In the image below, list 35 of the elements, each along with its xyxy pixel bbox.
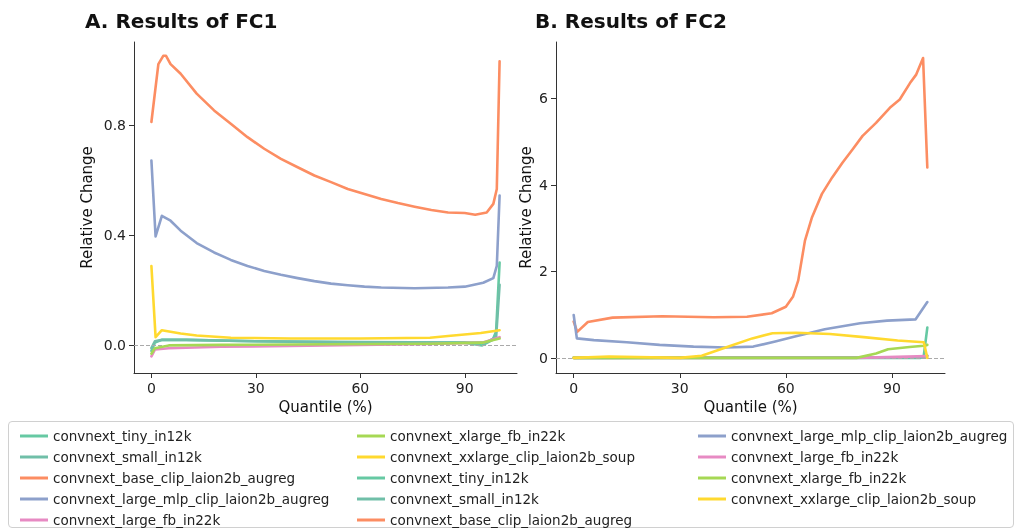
x-tick-label: 60 [351,380,370,396]
x-tick-label: 90 [455,380,474,396]
legend-label: convnext_xlarge_fb_in22k [390,428,566,444]
y-axis-title: Relative Change [517,146,535,269]
x-tick-label: 90 [883,380,901,396]
chart-title: A. Results of FC1 [85,9,278,33]
legend-label: convnext_small_in12k [53,449,203,465]
x-tick-label: 30 [246,380,265,396]
legend-label: convnext_base_clip_laion2b_augreg [53,470,296,486]
legend-label: convnext_tiny_in12k [390,470,529,486]
x-axis-title: Quantile (%) [703,398,798,417]
x-axis-title: Quantile (%) [278,398,373,417]
legend-label: convnext_base_clip_laion2b_augreg [390,512,633,528]
legend-label: convnext_xxlarge_clip_laion2b_soup [731,491,976,507]
x-tick-label: 30 [670,380,689,396]
y-tick-label: 6 [539,90,549,107]
x-tick-label: 60 [776,380,795,396]
chart-title: B. Results of FC2 [535,9,727,33]
y-tick-label: 0.8 [103,116,126,133]
y-tick-label: 2 [539,263,548,280]
legend-label: convnext_large_mlp_clip_laion2b_augreg [53,491,330,507]
y-tick-label: 4 [539,176,549,193]
legend-label: convnext_large_fb_in22k [731,449,899,465]
y-tick-label: 0 [539,349,548,366]
x-tick-label: 0 [569,380,579,396]
legend-label: convnext_large_mlp_clip_laion2b_augreg [731,428,1008,444]
y-axis-title: Relative Change [78,146,96,269]
y-tick-label: 0.0 [103,337,126,354]
legend-label: convnext_tiny_in12k [53,428,192,444]
y-tick-label: 0.4 [103,227,127,244]
legend-label: convnext_xlarge_fb_in22k [731,470,907,486]
legend-label: convnext_xxlarge_clip_laion2b_soup [390,449,635,465]
legend-label: convnext_large_fb_in22k [53,512,221,528]
x-tick-label: 0 [146,380,156,396]
legend-label: convnext_small_in12k [390,491,540,507]
